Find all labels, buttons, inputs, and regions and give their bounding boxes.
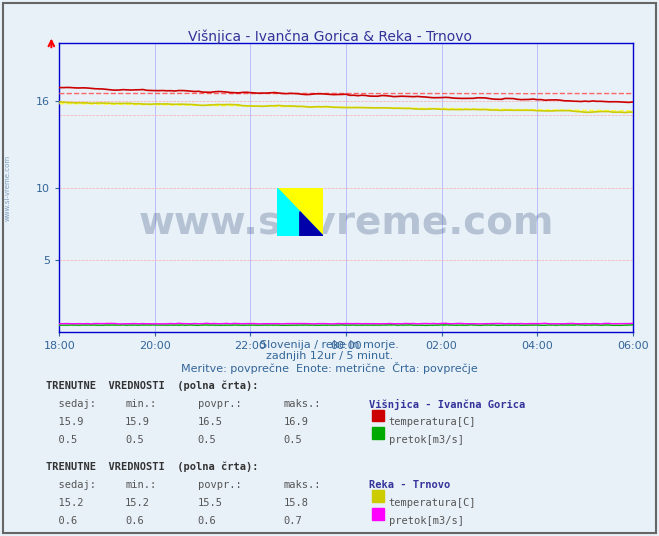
Polygon shape xyxy=(300,212,323,236)
Text: maks.:: maks.: xyxy=(283,480,321,490)
Text: 0.6: 0.6 xyxy=(198,516,216,526)
Text: 0.5: 0.5 xyxy=(46,435,77,445)
Text: 15.9: 15.9 xyxy=(46,417,84,427)
Text: 0.5: 0.5 xyxy=(198,435,216,445)
Text: 0.5: 0.5 xyxy=(283,435,302,445)
Text: min.:: min.: xyxy=(125,399,156,410)
Text: sedaj:: sedaj: xyxy=(46,399,96,410)
Text: 0.6: 0.6 xyxy=(46,516,77,526)
Text: maks.:: maks.: xyxy=(283,399,321,410)
Text: 15.8: 15.8 xyxy=(283,498,308,508)
Text: 0.6: 0.6 xyxy=(125,516,144,526)
Text: zadnjih 12ur / 5 minut.: zadnjih 12ur / 5 minut. xyxy=(266,351,393,361)
Text: temperatura[C]: temperatura[C] xyxy=(389,417,476,427)
Text: temperatura[C]: temperatura[C] xyxy=(389,498,476,508)
Text: Meritve: povprečne  Enote: metrične  Črta: povprečje: Meritve: povprečne Enote: metrične Črta:… xyxy=(181,362,478,374)
Polygon shape xyxy=(277,188,323,236)
Text: 15.9: 15.9 xyxy=(125,417,150,427)
Text: 0.5: 0.5 xyxy=(125,435,144,445)
Text: Reka - Trnovo: Reka - Trnovo xyxy=(369,480,450,490)
Text: povpr.:: povpr.: xyxy=(198,480,241,490)
Text: Slovenija / reke in morje.: Slovenija / reke in morje. xyxy=(260,340,399,351)
Text: 0.7: 0.7 xyxy=(283,516,302,526)
Text: Višnjica - Ivančna Gorica: Višnjica - Ivančna Gorica xyxy=(369,399,525,411)
Text: povpr.:: povpr.: xyxy=(198,399,241,410)
Text: www.si-vreme.com: www.si-vreme.com xyxy=(138,203,554,241)
Text: sedaj:: sedaj: xyxy=(46,480,96,490)
Text: TRENUTNE  VREDNOSTI  (polna črta):: TRENUTNE VREDNOSTI (polna črta): xyxy=(46,461,258,472)
Text: pretok[m3/s]: pretok[m3/s] xyxy=(389,516,464,526)
Text: pretok[m3/s]: pretok[m3/s] xyxy=(389,435,464,445)
Text: 16.5: 16.5 xyxy=(198,417,223,427)
Text: www.si-vreme.com: www.si-vreme.com xyxy=(5,154,11,221)
Text: 15.2: 15.2 xyxy=(46,498,84,508)
Text: 15.5: 15.5 xyxy=(198,498,223,508)
Polygon shape xyxy=(277,188,323,236)
Text: Višnjica - Ivančna Gorica & Reka - Trnovo: Višnjica - Ivančna Gorica & Reka - Trnov… xyxy=(188,29,471,44)
Text: 16.9: 16.9 xyxy=(283,417,308,427)
Text: TRENUTNE  VREDNOSTI  (polna črta):: TRENUTNE VREDNOSTI (polna črta): xyxy=(46,381,258,391)
Text: min.:: min.: xyxy=(125,480,156,490)
Text: 15.2: 15.2 xyxy=(125,498,150,508)
